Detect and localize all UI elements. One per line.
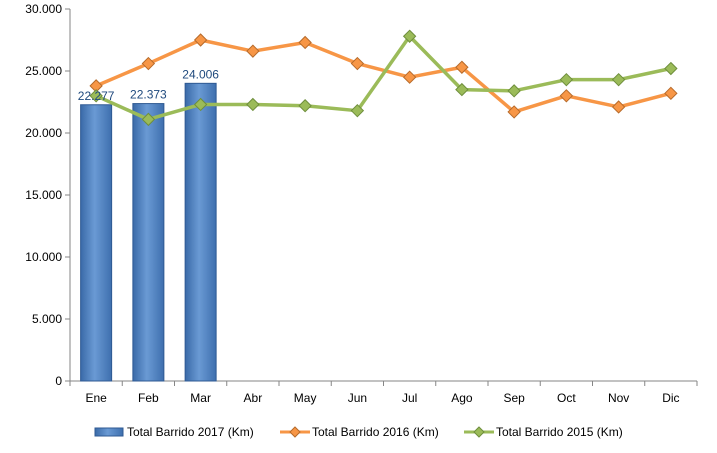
data-point <box>613 74 625 86</box>
y-tick-label: 30.000 <box>25 2 62 16</box>
x-tick-label: Ene <box>85 391 107 405</box>
legend-swatch <box>95 428 123 436</box>
bar-data-label: 22.277 <box>78 89 115 103</box>
bar <box>81 105 112 381</box>
y-tick-label: 5.000 <box>32 312 62 326</box>
legend-label: Total Barrido 2015 (Km) <box>496 425 623 439</box>
x-tick-label: Sep <box>503 391 525 405</box>
data-point <box>247 45 259 57</box>
combo-chart: 0 5.000 10.000 15.000 20.000 25.000 30.000 Ene… <box>0 0 717 453</box>
data-point <box>560 90 572 102</box>
data-point <box>665 87 677 99</box>
legend-label: Total Barrido 2017 (Km) <box>127 425 254 439</box>
bar <box>185 83 216 381</box>
data-point <box>247 98 259 110</box>
x-tick-label: Dic <box>662 391 679 405</box>
legend-marker <box>290 427 300 437</box>
x-tick-label: Feb <box>138 391 159 405</box>
bar-data-label: 22.373 <box>130 88 167 102</box>
data-point <box>613 101 625 113</box>
x-tick-label: Oct <box>557 391 576 405</box>
data-point <box>665 63 677 75</box>
y-tick-label: 10.000 <box>25 250 62 264</box>
x-tick-label: May <box>294 391 317 405</box>
y-tick-label: 20.000 <box>25 126 62 140</box>
data-point <box>299 36 311 48</box>
y-tick-label: 25.000 <box>25 64 62 78</box>
line-series <box>90 30 677 125</box>
legend-marker <box>474 427 484 437</box>
legend-label: Total Barrido 2016 (Km) <box>312 425 439 439</box>
x-tick-label: Jun <box>348 391 367 405</box>
data-point <box>299 100 311 112</box>
data-point <box>560 74 572 86</box>
data-point <box>142 58 154 70</box>
y-tick-label: 0 <box>55 374 62 388</box>
x-tick-label: Abr <box>244 391 263 405</box>
bar-series <box>81 83 217 381</box>
x-tick-label: Jul <box>402 391 417 405</box>
data-point <box>195 34 207 46</box>
data-point <box>508 85 520 97</box>
x-axis: Ene Feb Mar Abr May Jun Jul Ago Sep Oct Nov Dic <box>70 381 697 405</box>
legend: Total Barrido 2017 (Km) Total Barrido 201… <box>95 425 623 439</box>
x-tick-label: Nov <box>608 391 629 405</box>
x-tick-label: Mar <box>190 391 211 405</box>
y-tick-label: 15.000 <box>25 188 62 202</box>
x-tick-label: Ago <box>451 391 473 405</box>
bar <box>133 104 164 381</box>
bar-data-label: 24.006 <box>182 67 219 81</box>
y-axis: 0 5.000 10.000 15.000 20.000 25.000 30.000 <box>25 2 70 388</box>
data-point <box>404 71 416 83</box>
data-point <box>351 58 363 70</box>
